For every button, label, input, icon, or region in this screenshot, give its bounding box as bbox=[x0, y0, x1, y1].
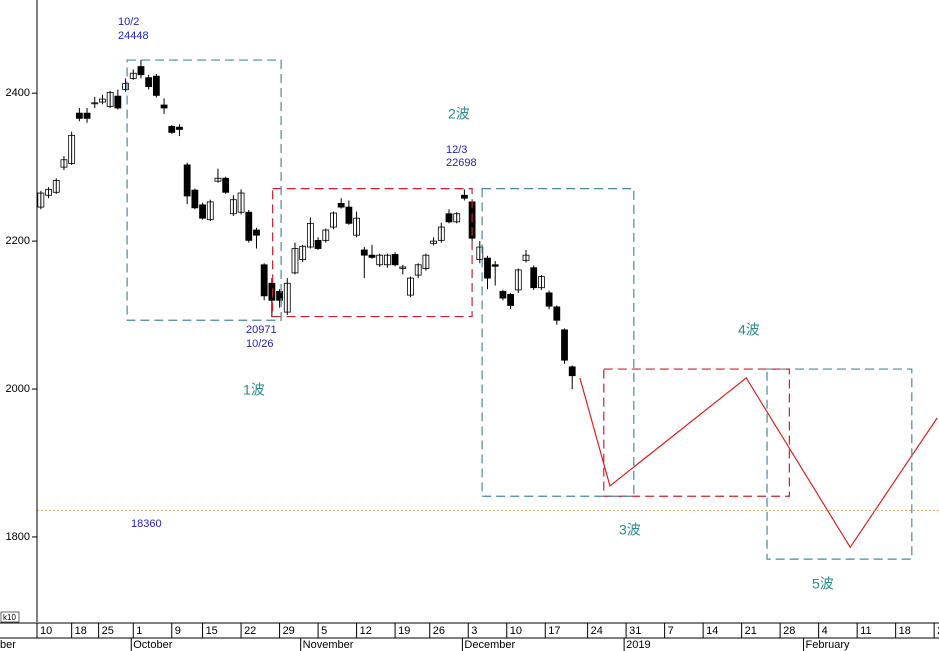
x-tick-label: 18 bbox=[75, 625, 87, 637]
x-tick-label: 22 bbox=[244, 625, 256, 637]
x-tick-label: 12 bbox=[360, 625, 372, 637]
x-tick-label: 24 bbox=[591, 625, 603, 637]
wave-box bbox=[603, 368, 790, 497]
y-tick-label: 2000 bbox=[6, 383, 30, 395]
x-tick-label: 14 bbox=[706, 625, 718, 637]
annotation: 10/26 bbox=[246, 338, 274, 350]
x-tick-label: 3 bbox=[471, 625, 477, 637]
y-tick-label: 1800 bbox=[6, 531, 30, 543]
x-tick-label: 25 bbox=[937, 625, 939, 637]
month-label: ber bbox=[0, 639, 16, 651]
x-tick-label: 9 bbox=[175, 625, 181, 637]
month-label: December bbox=[464, 639, 515, 651]
x-tick-label: 10 bbox=[40, 625, 52, 637]
x-tick-label: 15 bbox=[206, 625, 218, 637]
wave-box bbox=[126, 59, 282, 321]
y-tick-label: 2400 bbox=[6, 87, 30, 99]
x-tick-label: 1 bbox=[136, 625, 142, 637]
month-label: February bbox=[806, 639, 851, 651]
wave-label: 1波 bbox=[243, 382, 265, 398]
wave-box bbox=[481, 187, 635, 497]
x-tick-label: 21 bbox=[745, 625, 757, 637]
x-tick-label: 29 bbox=[283, 625, 295, 637]
x-tick-label: 10 bbox=[510, 625, 522, 637]
wave-label: 2波 bbox=[448, 106, 470, 122]
projection-line bbox=[579, 377, 938, 549]
month-label: November bbox=[303, 639, 354, 651]
month-label: October bbox=[133, 639, 172, 651]
month-label: 2019 bbox=[626, 639, 650, 651]
unit-box bbox=[0, 611, 20, 623]
unit-label: k10 bbox=[3, 613, 16, 622]
x-tick-label: 17 bbox=[548, 625, 560, 637]
x-tick-label: 5 bbox=[321, 625, 327, 637]
x-tick-label: 31 bbox=[629, 625, 641, 637]
annotation: 18360 bbox=[131, 518, 162, 530]
wave-box bbox=[766, 368, 913, 560]
annotation: 12/3 bbox=[446, 144, 467, 156]
annotation: 20971 bbox=[246, 324, 277, 336]
wave-label: 4波 bbox=[738, 322, 760, 338]
x-tick-label: 7 bbox=[668, 625, 674, 637]
annotation: 10/2 bbox=[118, 16, 139, 28]
wave-box bbox=[272, 187, 473, 318]
x-tick-label: 19 bbox=[398, 625, 410, 637]
annotation: 22698 bbox=[446, 157, 477, 169]
x-tick-label: 11 bbox=[860, 625, 871, 637]
x-tick-label: 26 bbox=[433, 625, 445, 637]
wave-label: 5波 bbox=[812, 576, 834, 592]
y-tick-label: 2200 bbox=[6, 235, 30, 247]
x-tick-label: 4 bbox=[822, 625, 828, 637]
annotation: 24448 bbox=[118, 30, 149, 42]
wave-label: 3波 bbox=[619, 522, 641, 538]
x-tick-label: 18 bbox=[899, 625, 911, 637]
x-tick-label: 28 bbox=[783, 625, 795, 637]
x-tick-label: 25 bbox=[102, 625, 114, 637]
